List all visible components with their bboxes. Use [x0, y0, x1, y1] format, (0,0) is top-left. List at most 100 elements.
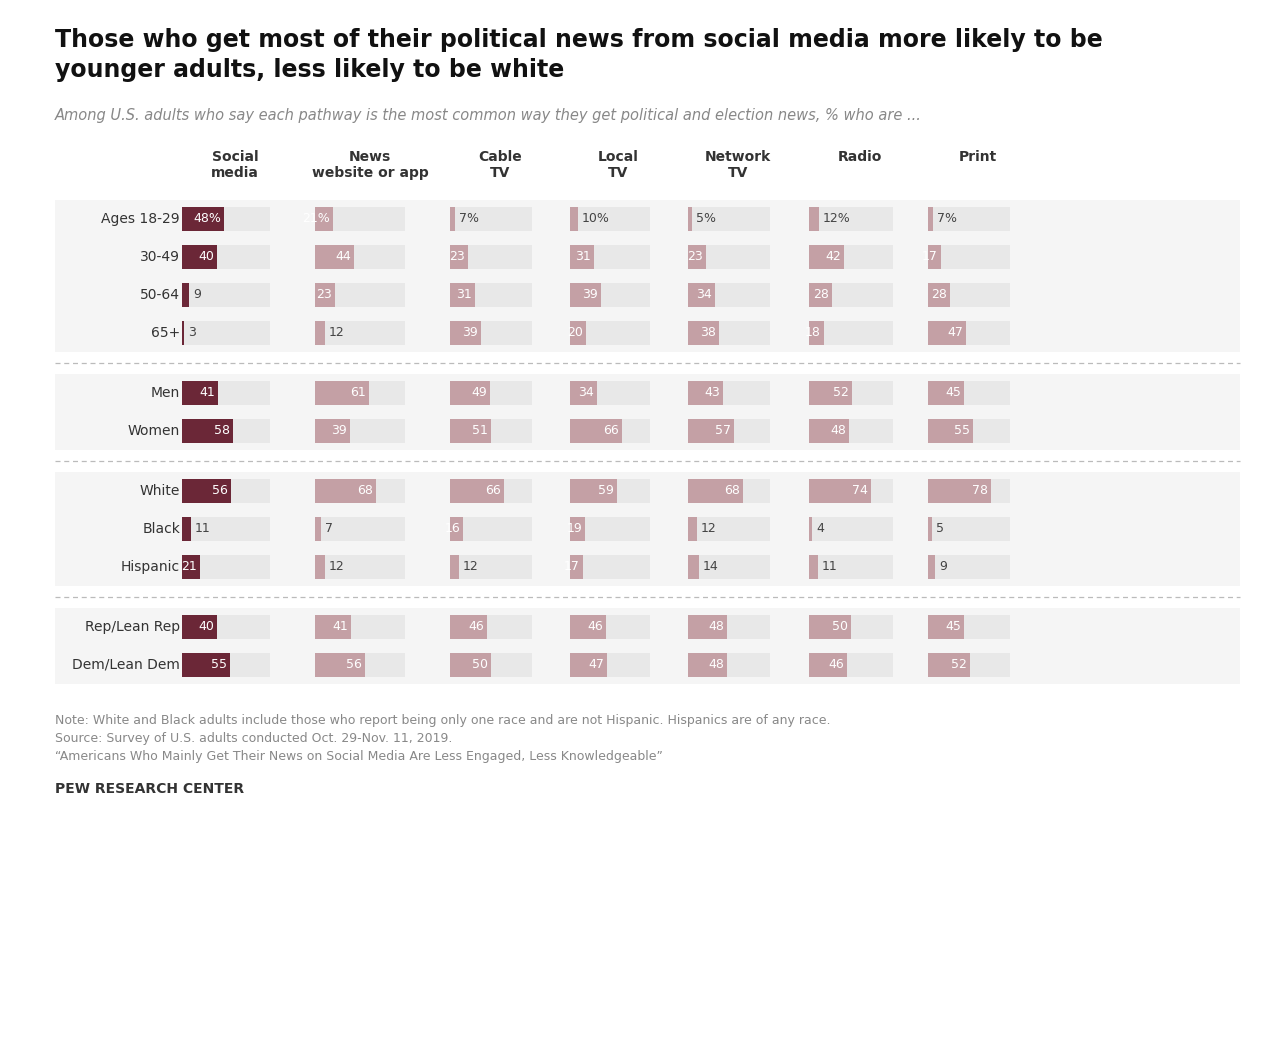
Bar [570, 381, 596, 405]
Bar [689, 207, 771, 231]
Bar [689, 283, 771, 307]
Text: 61: 61 [351, 387, 366, 400]
Text: 50-64: 50-64 [140, 288, 180, 302]
Bar [315, 283, 404, 307]
Bar [570, 207, 579, 231]
Text: TV: TV [608, 166, 628, 180]
Text: Among U.S. adults who say each pathway is the most common way they get political: Among U.S. adults who say each pathway i… [55, 108, 922, 123]
Bar [315, 207, 333, 231]
Bar [315, 245, 355, 269]
Text: Cable: Cable [479, 151, 522, 164]
Bar [809, 615, 851, 639]
Text: Radio: Radio [838, 151, 882, 164]
Text: media: media [211, 166, 259, 180]
Text: Local: Local [598, 151, 639, 164]
Bar [570, 479, 650, 503]
Bar [809, 381, 852, 405]
Text: 39: 39 [582, 288, 598, 301]
Text: Source: Survey of U.S. adults conducted Oct. 29-Nov. 11, 2019.: Source: Survey of U.S. adults conducted … [55, 732, 452, 745]
Bar [451, 419, 492, 443]
Bar [570, 479, 617, 503]
Bar [570, 517, 585, 541]
Bar [55, 510, 1240, 548]
Text: Network: Network [705, 151, 771, 164]
Text: 56: 56 [346, 658, 362, 671]
Bar [451, 207, 532, 231]
Text: 7%: 7% [460, 212, 479, 226]
Text: Those who get most of their political news from social media more likely to be
y: Those who get most of their political ne… [55, 28, 1103, 82]
Bar [570, 283, 602, 307]
Bar [55, 200, 1240, 238]
Text: 74: 74 [852, 484, 868, 497]
Bar [809, 419, 893, 443]
Bar [182, 517, 270, 541]
Bar [689, 419, 733, 443]
Text: 46: 46 [468, 620, 484, 634]
Text: 31: 31 [575, 250, 591, 264]
Bar [451, 245, 468, 269]
Bar [451, 283, 475, 307]
Text: 66: 66 [603, 424, 620, 438]
Text: 56: 56 [212, 484, 228, 497]
Bar [315, 555, 325, 579]
Text: 17: 17 [922, 250, 938, 264]
Bar [570, 615, 650, 639]
Bar [928, 381, 964, 405]
Bar [182, 479, 230, 503]
Bar [315, 653, 365, 677]
Text: Black: Black [142, 522, 180, 536]
Bar [570, 245, 650, 269]
Bar [689, 653, 771, 677]
Bar [315, 479, 376, 503]
Bar [315, 321, 325, 344]
Bar [809, 653, 893, 677]
Bar [809, 283, 893, 307]
Text: 44: 44 [335, 250, 351, 264]
Bar [55, 314, 1240, 352]
Text: 34: 34 [696, 288, 712, 301]
Bar [809, 517, 812, 541]
Bar [55, 374, 1240, 412]
Bar [570, 381, 650, 405]
Bar [928, 555, 934, 579]
Bar [928, 479, 1010, 503]
Bar [928, 419, 973, 443]
Text: 7%: 7% [937, 212, 957, 226]
Bar [570, 419, 650, 443]
Text: 42: 42 [826, 250, 841, 264]
Bar [928, 653, 1010, 677]
Text: Dem/Lean Dem: Dem/Lean Dem [72, 658, 180, 672]
Text: 23: 23 [687, 250, 703, 264]
Text: 58: 58 [214, 424, 230, 438]
Bar [689, 419, 771, 443]
Text: 48: 48 [708, 658, 724, 671]
Text: 57: 57 [716, 424, 731, 438]
Text: 52: 52 [951, 658, 966, 671]
Bar [928, 283, 1010, 307]
Text: 30-49: 30-49 [140, 250, 180, 264]
Bar [570, 653, 607, 677]
Text: 68: 68 [724, 484, 740, 497]
Bar [809, 517, 893, 541]
Text: 47: 47 [947, 326, 963, 339]
Text: 39: 39 [462, 326, 477, 339]
Text: 21: 21 [182, 561, 197, 573]
Text: 12: 12 [701, 523, 717, 535]
Bar [315, 615, 404, 639]
Bar [55, 548, 1240, 586]
Text: 47: 47 [588, 658, 604, 671]
Text: 48%: 48% [193, 212, 221, 226]
Text: Hispanic: Hispanic [120, 560, 180, 575]
Bar [928, 381, 1010, 405]
Bar [315, 517, 321, 541]
Bar [182, 479, 270, 503]
Bar [451, 245, 532, 269]
Text: 18: 18 [805, 326, 820, 339]
Text: 46: 46 [588, 620, 603, 634]
Text: 12: 12 [329, 561, 344, 573]
Bar [809, 479, 870, 503]
Bar [315, 517, 404, 541]
Bar [689, 517, 698, 541]
Bar [809, 555, 818, 579]
Text: 40: 40 [198, 250, 214, 264]
